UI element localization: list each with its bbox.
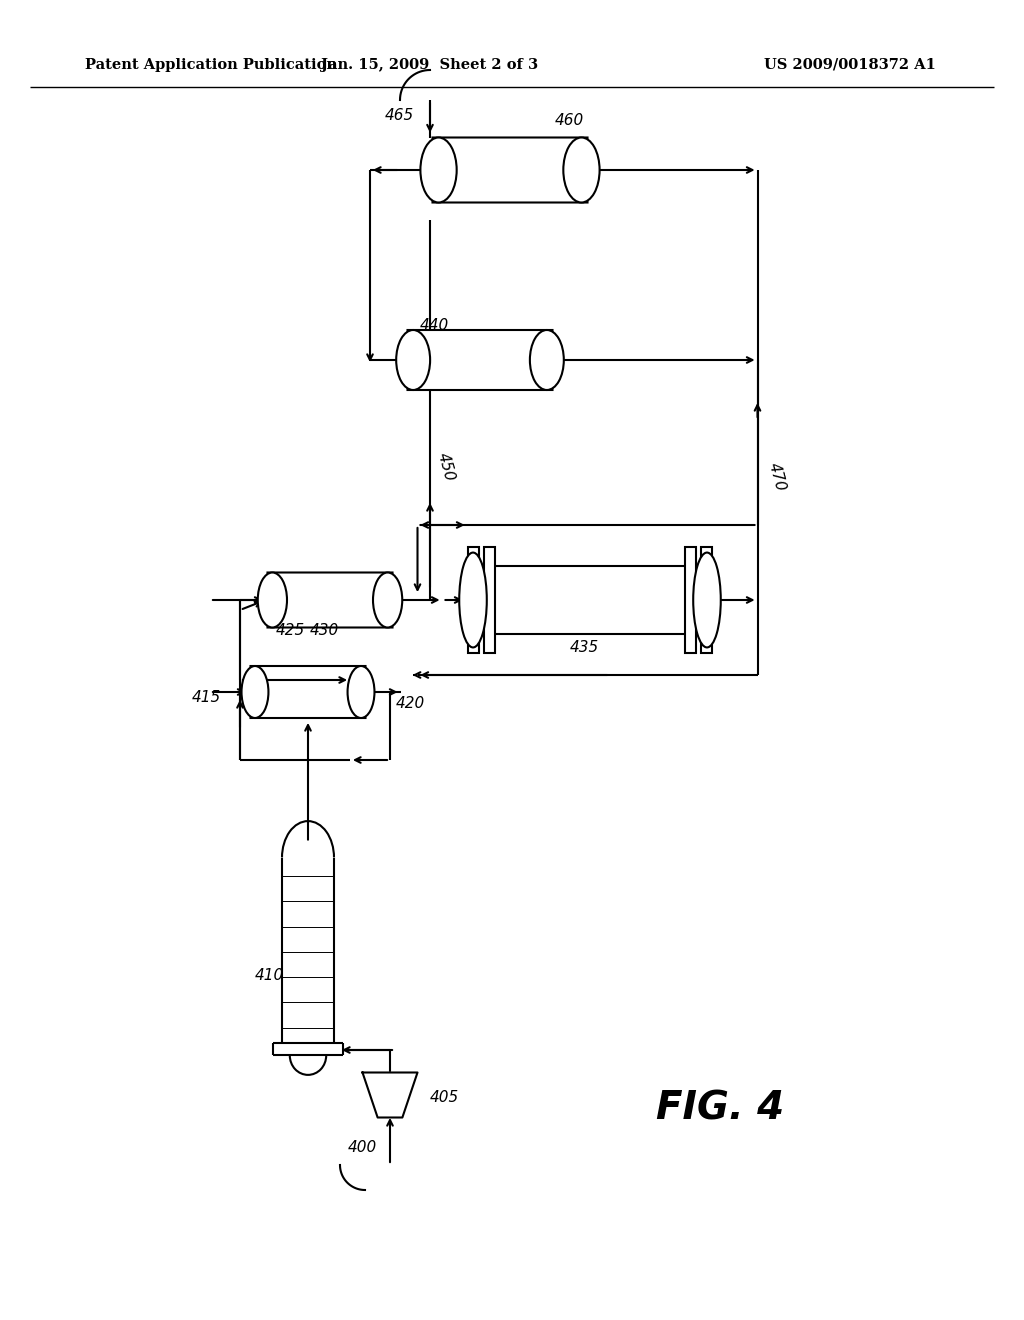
Bar (701, 548, 713, 652)
FancyBboxPatch shape (432, 137, 588, 202)
Text: Patent Application Publication: Patent Application Publication (85, 58, 337, 73)
Text: 435: 435 (570, 640, 599, 655)
Text: 425: 425 (276, 623, 305, 638)
Text: 420: 420 (396, 696, 425, 711)
Ellipse shape (258, 573, 287, 627)
Text: 405: 405 (430, 1090, 459, 1105)
Text: FIG. 4: FIG. 4 (656, 1090, 784, 1129)
Ellipse shape (563, 137, 600, 202)
Ellipse shape (529, 330, 564, 389)
Bar (468, 566, 713, 634)
Text: 410: 410 (255, 968, 285, 983)
Text: US 2009/0018372 A1: US 2009/0018372 A1 (764, 58, 936, 73)
Text: 450: 450 (435, 451, 457, 483)
FancyBboxPatch shape (251, 667, 366, 718)
Text: 400: 400 (348, 1140, 377, 1155)
Ellipse shape (693, 553, 721, 647)
Polygon shape (362, 1072, 418, 1118)
Text: 415: 415 (193, 690, 221, 705)
FancyBboxPatch shape (408, 330, 553, 389)
Ellipse shape (242, 667, 268, 718)
Text: 440: 440 (420, 318, 450, 333)
Text: 460: 460 (555, 114, 585, 128)
Ellipse shape (459, 553, 486, 647)
Ellipse shape (396, 330, 430, 389)
Text: 465: 465 (385, 108, 415, 123)
Ellipse shape (421, 137, 457, 202)
Text: 430: 430 (310, 623, 339, 638)
Bar (468, 548, 478, 652)
FancyBboxPatch shape (267, 573, 392, 627)
Bar (484, 548, 495, 652)
Text: 470: 470 (766, 461, 787, 492)
Ellipse shape (373, 573, 402, 627)
Text: Jan. 15, 2009  Sheet 2 of 3: Jan. 15, 2009 Sheet 2 of 3 (322, 58, 539, 73)
Ellipse shape (347, 667, 375, 718)
Bar (685, 548, 696, 652)
